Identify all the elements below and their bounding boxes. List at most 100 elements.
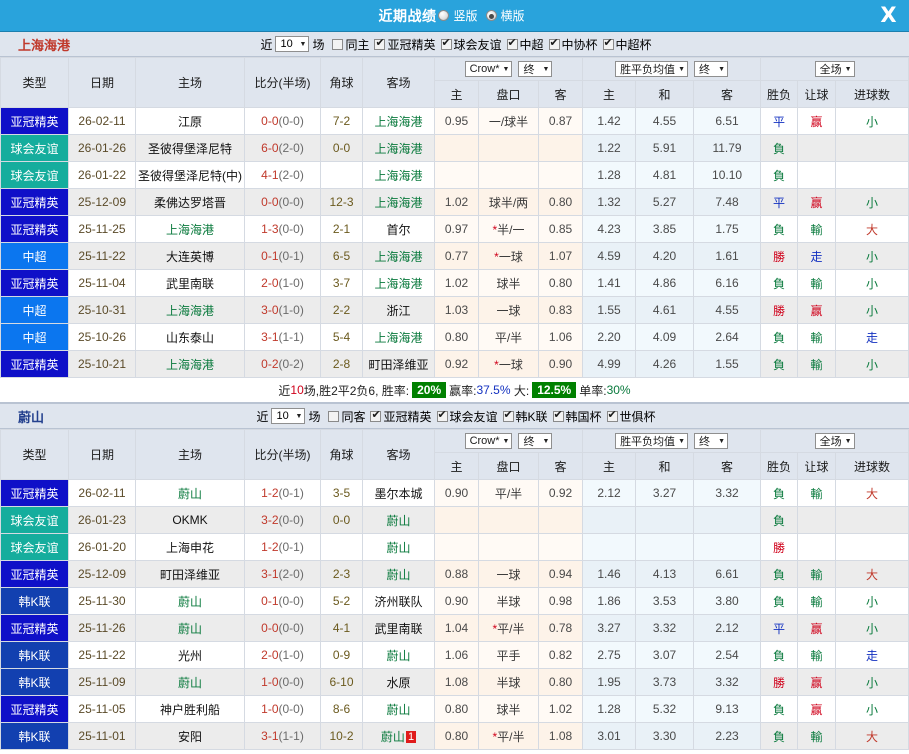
cell-score[interactable]: 2-0(1-0) — [244, 641, 321, 669]
th-corner[interactable]: 角球 — [320, 57, 363, 108]
checkbox-same-venue-1[interactable] — [332, 38, 344, 50]
cell-away-team[interactable]: 上海海港 — [362, 269, 435, 297]
cell-home-team[interactable]: 安阳 — [135, 722, 245, 750]
close-icon[interactable]: X — [880, 3, 897, 27]
cell-score[interactable]: 0-2(0-2) — [244, 350, 321, 378]
th-result-wl[interactable]: 胜负 — [760, 80, 799, 108]
cell-type[interactable]: 韩K联 — [0, 641, 69, 669]
cell-home-team[interactable]: 神户胜利船 — [135, 695, 245, 723]
cell-score[interactable]: 0-1(0-1) — [244, 242, 321, 270]
th-date[interactable]: 日期 — [68, 57, 136, 108]
cell-home-team[interactable]: 山东泰山 — [135, 323, 245, 351]
cell-score[interactable]: 3-1(2-0) — [244, 560, 321, 588]
th-h-line-2[interactable]: 盘口 — [478, 452, 539, 480]
cell-home-team[interactable]: 上海海港 — [135, 350, 245, 378]
cell-away-team[interactable]: 蔚山 — [362, 560, 435, 588]
table-row[interactable]: 中超 25-11-22 大连英博 0-1(0-1) 6-5 上海海港 0.77 *一球 1.07… — [0, 242, 909, 270]
cell-type[interactable]: 亚冠精英 — [0, 560, 69, 588]
checkbox-comp-1-2[interactable] — [506, 37, 518, 50]
cell-home-team[interactable]: 蔚山 — [135, 668, 245, 696]
cell-away-team[interactable]: 上海海港 — [362, 188, 435, 216]
cell-home-team[interactable]: 上海海港 — [135, 215, 245, 243]
odds-source-select-2[interactable]: 胜平负均值 ▼ — [615, 433, 688, 449]
th-result-goals[interactable]: 进球数 — [835, 80, 909, 108]
handicap-stage-select-1[interactable]: 终 ▼ — [518, 61, 553, 77]
table-row[interactable]: 球会友谊 26-01-22 圣彼得堡泽尼特(中) 4-1(2-0) 上海海港 1.28 4.… — [0, 161, 909, 189]
cell-away-team[interactable]: 上海海港 — [362, 107, 435, 135]
cell-score[interactable]: 1-3(0-0) — [244, 215, 321, 243]
th-h-away[interactable]: 客 — [537, 80, 584, 108]
cell-score[interactable]: 0-1(0-0) — [244, 587, 321, 615]
table-row[interactable]: 中超 25-10-26 山东泰山 3-1(1-1) 5-4 上海海港 0.80 平/半 1.06… — [0, 323, 909, 351]
cell-home-team[interactable]: OKMK — [135, 506, 245, 534]
table-row[interactable]: 球会友谊 26-01-26 圣彼得堡泽尼特 6-0(2-0) 0-0 上海海港 1.22 5.… — [0, 134, 909, 162]
th-type-2[interactable]: 类型 — [0, 429, 69, 480]
cell-type[interactable]: 球会友谊 — [0, 506, 69, 534]
table-row[interactable]: 韩K联 25-11-30 蔚山 0-1(0-0) 5-2 济州联队 0.90 半球 0.98 1.… — [0, 587, 909, 615]
th-h-home[interactable]: 主 — [434, 80, 479, 108]
cell-score[interactable]: 1-2(0-1) — [244, 479, 321, 507]
cell-away-team[interactable]: 蔚山 — [362, 641, 435, 669]
cell-score[interactable]: 0-0(0-0) — [244, 188, 321, 216]
cell-score[interactable]: 6-0(2-0) — [244, 134, 321, 162]
th-o-away-2[interactable]: 客 — [693, 452, 762, 480]
th-corner-2[interactable]: 角球 — [320, 429, 363, 480]
table-row[interactable]: 韩K联 25-11-01 安阳 3-1(1-1) 10-2 蔚山 1 0.80 *平/半 1.08… — [0, 722, 909, 750]
table-row[interactable]: 亚冠精英 25-11-04 武里南联 2-0(1-0) 3-7 上海海港 1.02 球半 0.8… — [0, 269, 909, 297]
odds-source-select-1[interactable]: 胜平负均值 ▼ — [615, 61, 688, 77]
cell-away-team[interactable]: 町田泽维亚 — [362, 350, 435, 378]
table-row[interactable]: 韩K联 25-11-09 蔚山 1-0(0-0) 6-10 水原 1.08 半球 0.80 1.9… — [0, 668, 909, 696]
cell-away-team[interactable]: 上海海港 — [362, 134, 435, 162]
cell-away-team[interactable]: 武里南联 — [362, 614, 435, 642]
cell-home-team[interactable]: 蔚山 — [135, 614, 245, 642]
cell-type[interactable]: 亚冠精英 — [0, 188, 69, 216]
cell-home-team[interactable]: 武里南联 — [135, 269, 245, 297]
cell-home-team[interactable]: 上海海港 — [135, 296, 245, 324]
cell-type[interactable]: 亚冠精英 — [0, 350, 69, 378]
radio-vertical-view[interactable] — [438, 10, 450, 21]
th-home[interactable]: 主场 — [135, 57, 245, 108]
handicap-source-select-1[interactable]: Crow* ▼ — [464, 61, 513, 77]
cell-away-team[interactable]: 蔚山 — [362, 506, 435, 534]
table-row[interactable]: 韩K联 25-11-22 光州 2-0(1-0) 0-9 蔚山 1.06 平手 0.82 2.75… — [0, 641, 909, 669]
th-o-draw-2[interactable]: 和 — [635, 452, 695, 480]
th-h-away-2[interactable]: 客 — [537, 452, 584, 480]
cell-score[interactable]: 0-0(0-0) — [244, 107, 321, 135]
th-result-wl-2[interactable]: 胜负 — [760, 452, 799, 480]
th-o-home[interactable]: 主 — [582, 80, 637, 108]
handicap-source-select-2[interactable]: Crow* ▼ — [464, 433, 513, 449]
checkbox-comp-1-3[interactable] — [548, 37, 560, 50]
checkbox-comp-2-4[interactable] — [606, 409, 618, 422]
cell-score[interactable]: 3-0(1-0) — [244, 296, 321, 324]
handicap-stage-select-2[interactable]: 终 ▼ — [518, 433, 553, 449]
th-away-2[interactable]: 客场 — [362, 429, 435, 480]
cell-type[interactable]: 亚冠精英 — [0, 269, 69, 297]
radio-horizontal-view[interactable] — [485, 10, 497, 21]
cell-type[interactable]: 亚冠精英 — [0, 107, 69, 135]
table-row[interactable]: 中超 25-10-31 上海海港 3-0(1-0) 2-2 浙江 1.03 一球 0.83 1.5… — [0, 296, 909, 324]
cell-score[interactable]: 4-1(2-0) — [244, 161, 321, 189]
table-row[interactable]: 亚冠精英 25-11-05 神户胜利船 1-0(0-0) 8-6 蔚山 0.80 球半 1.02… — [0, 695, 909, 723]
th-type[interactable]: 类型 — [0, 57, 69, 108]
cell-score[interactable]: 1-0(0-0) — [244, 668, 321, 696]
cell-away-team[interactable]: 蔚山 — [362, 695, 435, 723]
table-row[interactable]: 亚冠精英 25-10-21 上海海港 0-2(0-2) 2-8 町田泽维亚 0.92 *一球 0… — [0, 350, 909, 378]
cell-away-team[interactable]: 水原 — [362, 668, 435, 696]
cell-type[interactable]: 韩K联 — [0, 668, 69, 696]
cell-score[interactable]: 0-0(0-0) — [244, 614, 321, 642]
cell-type[interactable]: 亚冠精英 — [0, 614, 69, 642]
th-h-home-2[interactable]: 主 — [434, 452, 479, 480]
table-row[interactable]: 亚冠精英 25-11-26 蔚山 0-0(0-0) 4-1 武里南联 1.04 *平/半 0.7… — [0, 614, 909, 642]
th-date-2[interactable]: 日期 — [68, 429, 136, 480]
cell-score[interactable]: 1-2(0-1) — [244, 533, 321, 561]
checkbox-comp-2-3[interactable] — [552, 409, 564, 422]
checkbox-comp-1-1[interactable] — [440, 37, 452, 50]
cell-type[interactable]: 中超 — [0, 242, 69, 270]
th-o-home-2[interactable]: 主 — [582, 452, 637, 480]
table-row[interactable]: 球会友谊 26-01-20 上海申花 1-2(0-1) 蔚山 勝 — [0, 533, 909, 561]
cell-type[interactable]: 球会友谊 — [0, 134, 69, 162]
th-score-2[interactable]: 比分(半场) — [244, 429, 321, 480]
checkbox-comp-1-4[interactable] — [602, 37, 614, 50]
cell-type[interactable]: 球会友谊 — [0, 161, 69, 189]
th-o-away[interactable]: 客 — [693, 80, 762, 108]
